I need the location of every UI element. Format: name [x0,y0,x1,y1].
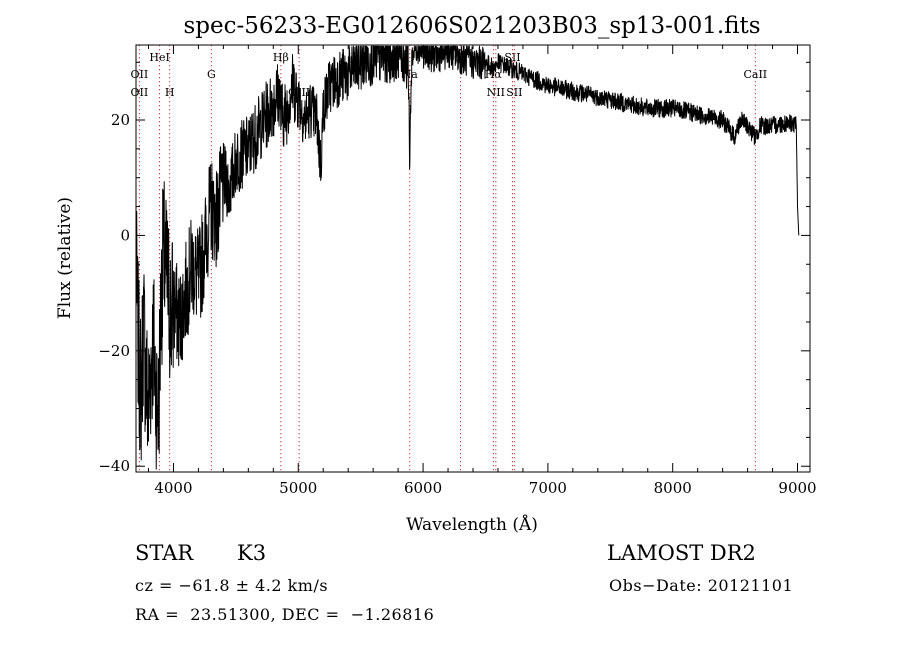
coordinates: RA = 23.51300, DEC = −1.26816 [135,605,435,624]
x-axis-label: Wavelength (Å) [406,514,538,535]
spectrum-line [135,45,800,470]
y-tick-label: 20 [111,111,130,129]
x-tick-label: 9000 [778,479,816,497]
chart-title: spec-56233-EG012606S021203B03_sp13-001.f… [183,13,760,39]
line-marker-label: Hβ [273,51,289,64]
line-marker-label: HeI [149,51,169,64]
y-tick-label: −20 [98,342,130,360]
object-subclass: K3 [237,541,267,565]
y-axis-label: Flux (relative) [55,197,75,319]
line-marker-label: OII [131,68,149,81]
x-tick-label: 4000 [154,479,192,497]
y-tick-label: −40 [98,457,130,475]
object-class: STAR [135,541,194,565]
x-tick-label: 8000 [654,479,692,497]
x-tick-label: 6000 [404,479,442,497]
survey-name: LAMOST DR2 [607,541,756,565]
y-tick-label: 0 [120,226,130,244]
obs-date: Obs−Date: 20121101 [609,576,794,595]
x-tick-label: 7000 [529,479,567,497]
redshift-text: cz = −61.8 ± 4.2 km/s [135,576,329,595]
line-marker-label: SII [506,86,522,99]
line-marker-label: G [207,68,216,81]
x-tick-label: 5000 [279,479,317,497]
line-marker-label: H [165,86,175,99]
plot-layer: OIIOIIHeIHGHβOIIINaOIHαNIISIISIICaII4000… [98,44,817,497]
line-marker-label: OII [131,86,149,99]
line-marker-label: CaII [743,68,767,81]
line-marker-label: NII [487,86,505,99]
